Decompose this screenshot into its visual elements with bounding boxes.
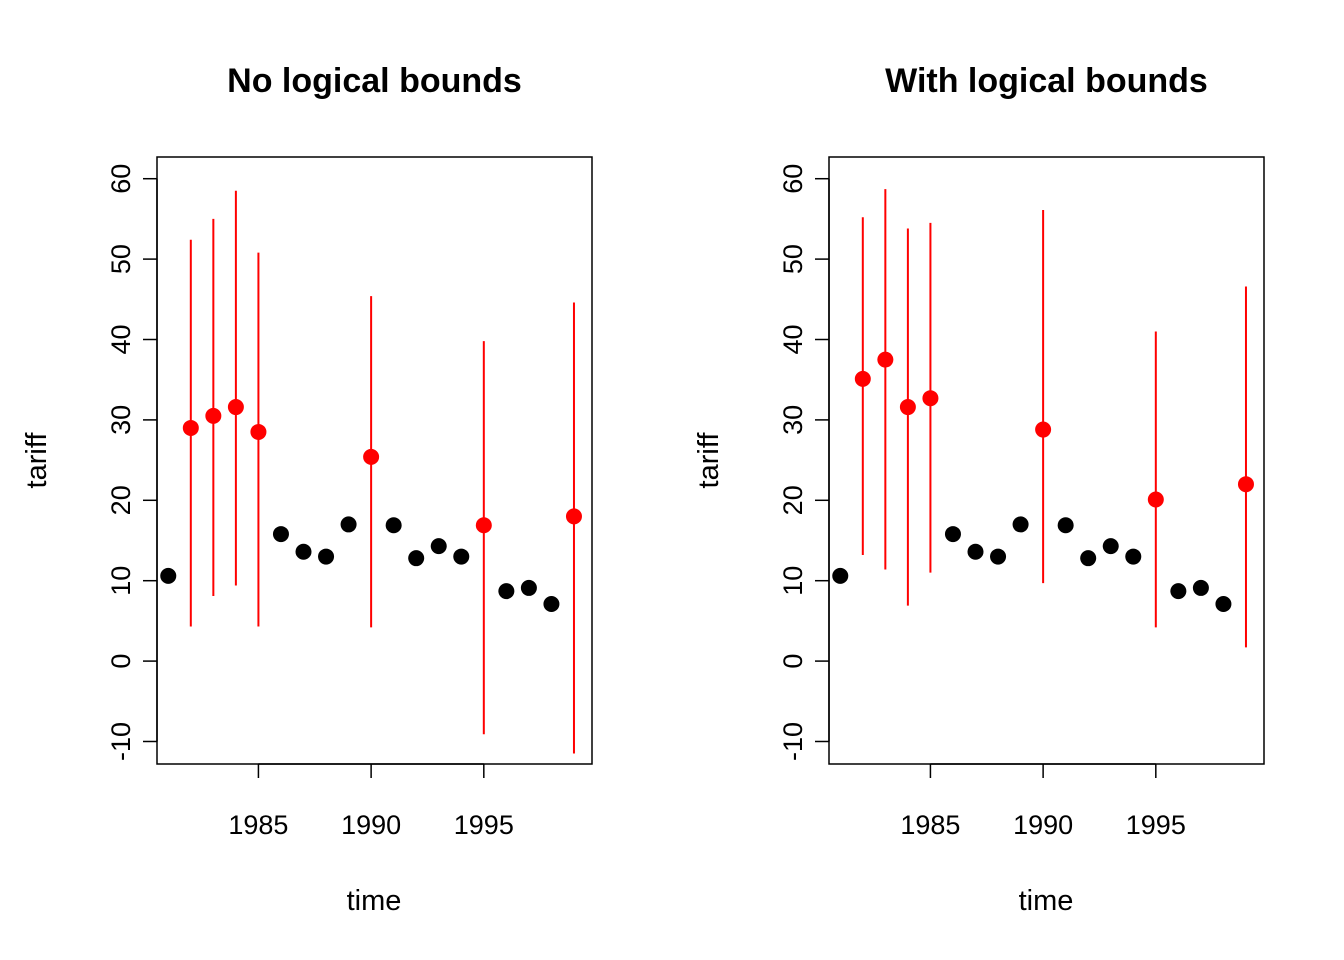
observed-point [385, 517, 402, 534]
observed-point [543, 596, 560, 613]
observed-point [295, 543, 312, 560]
x-axis-label: time [1019, 885, 1074, 917]
y-tick-label: 50 [778, 244, 808, 274]
observed-point [160, 567, 177, 584]
imputed-point [899, 399, 916, 416]
x-tick-label: 1995 [454, 810, 514, 840]
chart-panel-1: No logical bounds -10 0 10 20 30 40 50 60 1985 199… [21, 62, 593, 917]
imputed-point [1237, 476, 1254, 493]
chart-title: No logical bounds [227, 62, 522, 100]
x-tick-label: 1990 [1013, 810, 1073, 840]
imputed-point [854, 370, 871, 387]
observed-point [408, 550, 425, 567]
x-tick-label: 1985 [228, 810, 288, 840]
observed-point [318, 548, 335, 565]
y-tick-label: 60 [106, 164, 136, 194]
observed-point [944, 526, 961, 543]
imputed-point [182, 419, 199, 436]
observed-point [1012, 516, 1029, 533]
observed-point [1192, 579, 1209, 596]
y-tick-label: 60 [778, 164, 808, 194]
x-tick-label: 1985 [900, 810, 960, 840]
observed-point [1125, 548, 1142, 565]
y-tick-label: 10 [778, 566, 808, 596]
observed-point [1057, 517, 1074, 534]
x-tick-label: 1995 [1126, 810, 1186, 840]
observed-point [498, 583, 515, 600]
y-tick-label: 40 [778, 324, 808, 354]
observed-point [1080, 550, 1097, 567]
observed-point [832, 567, 849, 584]
y-tick-label: 0 [106, 654, 136, 669]
observed-point [990, 548, 1007, 565]
y-tick-label: 40 [106, 324, 136, 354]
y-tick-label: 0 [778, 654, 808, 669]
observed-point [430, 538, 447, 555]
y-tick-label: 30 [778, 405, 808, 435]
chart-panel-2: With logical bounds -10 0 10 20 30 40 50 60 1985 1… [693, 62, 1265, 917]
plot-frame [828, 156, 1265, 765]
imputed-point [1147, 491, 1164, 508]
y-tick-label: 50 [106, 244, 136, 274]
observed-point [967, 543, 984, 560]
imputed-point [565, 508, 582, 525]
y-tick-label: 10 [106, 566, 136, 596]
y-tick-label: -10 [106, 722, 136, 761]
observed-point [453, 548, 470, 565]
x-tick-label: 1990 [341, 810, 401, 840]
y-tick-label: 20 [106, 485, 136, 515]
chart-title: With logical bounds [885, 62, 1208, 100]
imputed-point [877, 351, 894, 368]
imputed-point [922, 390, 939, 407]
imputed-point [250, 423, 267, 440]
observed-point [1102, 538, 1119, 555]
observed-point [1215, 596, 1232, 613]
imputed-point [363, 448, 380, 465]
observed-point [1170, 583, 1187, 600]
observed-point [520, 579, 537, 596]
y-tick-label: -10 [778, 722, 808, 761]
y-axis-label: tariff [21, 432, 53, 489]
imputed-point [227, 399, 244, 416]
imputed-point [205, 407, 222, 424]
x-axis-label: time [347, 885, 402, 917]
y-tick-label: 30 [106, 405, 136, 435]
y-axis-label: tariff [693, 432, 725, 489]
observed-point [272, 526, 289, 543]
observed-point [340, 516, 357, 533]
y-tick-label: 20 [778, 485, 808, 515]
imputed-point [475, 517, 492, 534]
imputed-point [1035, 421, 1052, 438]
